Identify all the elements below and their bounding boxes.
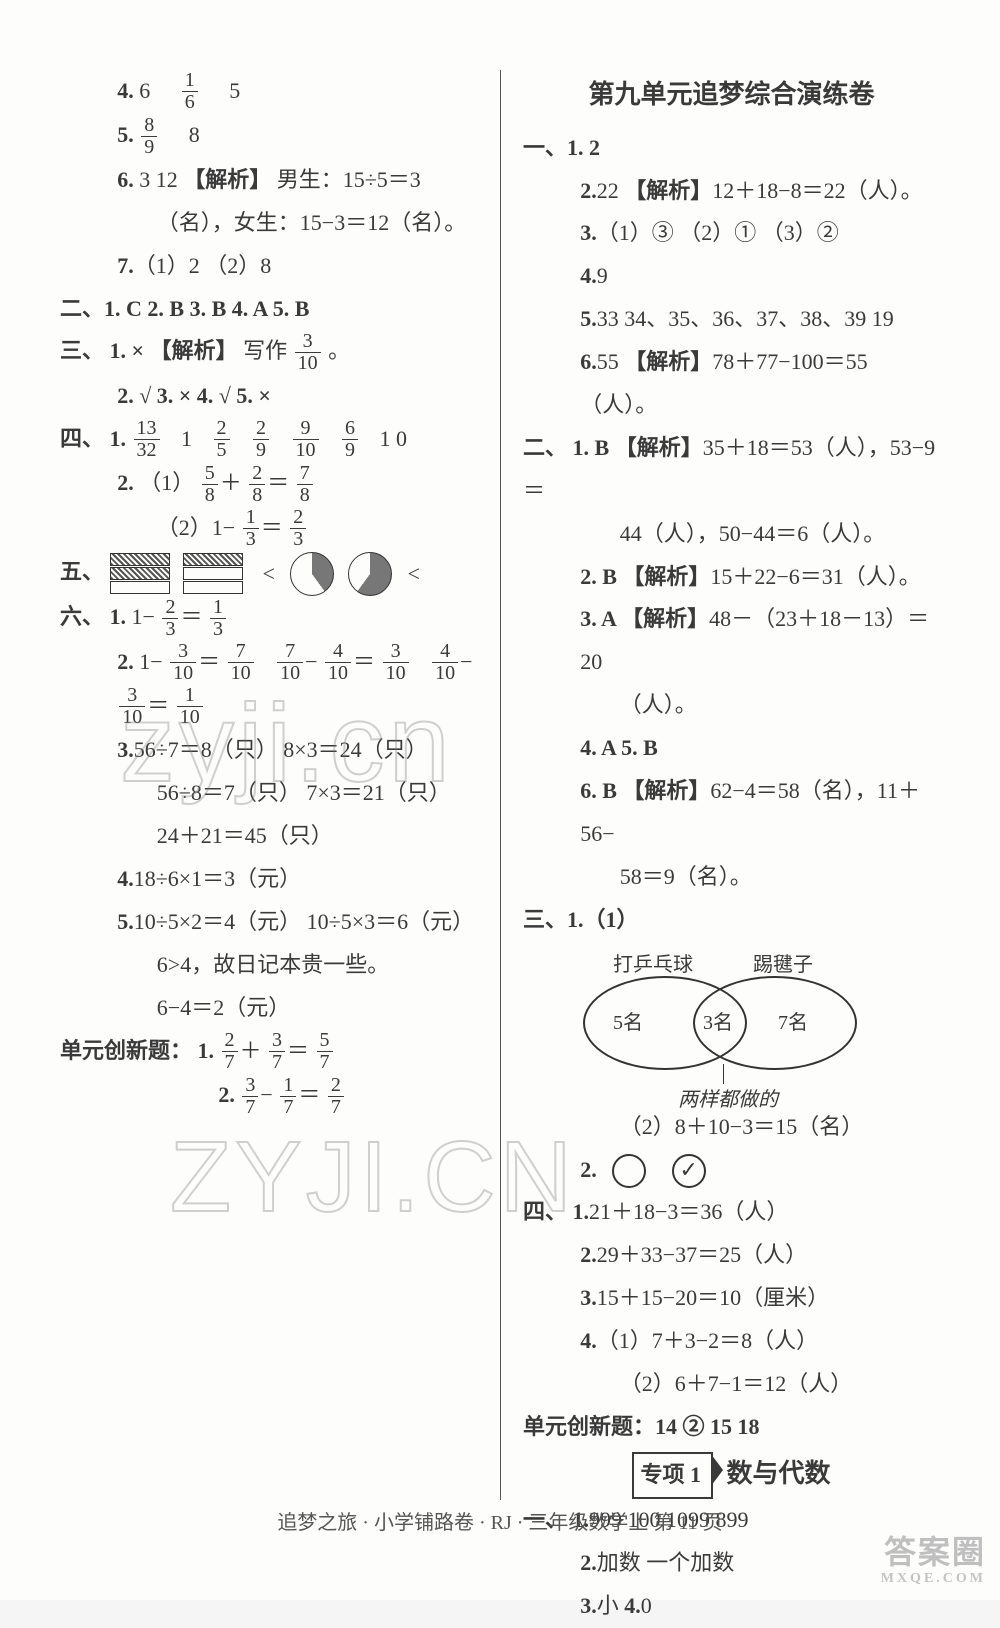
section-5: 五、 < < [60, 551, 478, 596]
line: 6>4，故日记本贵一些。 [60, 944, 478, 987]
line: 5.33 34、35、36、37、38、39 19 [523, 298, 940, 341]
section-3: 三、 1. × 【解析】 写作 310 。 [60, 330, 478, 374]
section-badge: 专项 1 [632, 1452, 713, 1499]
venn-diagram: 打乒乓球 踢毽子 5名 3名 7名 两样都做的 [583, 946, 883, 1096]
unit-title: 第九单元追梦综合演练卷 [523, 70, 940, 121]
line: 4.9 [523, 255, 940, 298]
line: 2. B 【解析】15＋22−6＝31（人）。 [523, 556, 940, 599]
line: 2.29＋33−37＝25（人） [523, 1234, 940, 1277]
line: 2.加数 一个加数 [523, 1542, 940, 1585]
venn-left-value: 5名 [613, 1004, 643, 1043]
line: 6.55 【解析】78＋77−100＝55（人）。 [523, 341, 940, 427]
line: （2）1− 13＝ 23 [60, 507, 478, 551]
badge-sub: MXQE.COM [881, 1571, 986, 1586]
line: 5.10÷5×2＝4（元） 10÷5×3＝6（元） [60, 901, 478, 944]
line: 3.小 4.0 [523, 1585, 940, 1628]
answer-page: 4. 6 16 5 5. 89 8 6. 3 12 【解析】 男生：15÷5＝3… [0, 0, 1000, 1600]
line: 6. 3 12 【解析】 男生：15÷5＝3 [60, 159, 478, 202]
line: 6−4＝2（元） [60, 987, 478, 1030]
line: 3. A 【解析】48－（23＋18－13）＝20 [523, 598, 940, 684]
line: 2.22 【解析】12＋18−8＝22（人）。 [523, 170, 940, 213]
unit-innovation: 单元创新题：14 ② 15 18 [523, 1406, 940, 1449]
line: 二、 1. B 【解析】35＋18＝53（人），53−9＝ [523, 427, 940, 513]
line: 2. （1） 58＋ 28＝ 78 [60, 462, 478, 506]
line: 7.（1）2 （2）8 [60, 245, 478, 288]
section-4: 四、 1. 1332 1 25 29 910 69 1 0 [60, 418, 478, 462]
line: 2. 1− 310＝ 710 710− 410＝ 310 410− 310＝ 1… [60, 641, 478, 730]
pie-icon [290, 552, 334, 596]
line: 2. ✓ [523, 1149, 940, 1192]
line: （名），女生：15−3＝12（名）。 [60, 202, 478, 245]
line: 5. 89 8 [60, 114, 478, 158]
shaded-bars-2 [183, 553, 243, 595]
shaded-bars-1 [110, 553, 170, 595]
special-section-header: 专项 1 数与代数 [523, 1449, 940, 1500]
two-columns: 4. 6 16 5 5. 89 8 6. 3 12 【解析】 男生：15÷5＝3… [60, 70, 940, 1500]
line: 三、1.（1） [523, 899, 940, 942]
line: 2. √ 3. × 4. √ 5. × [60, 375, 478, 418]
section-2: 二、1. C 2. B 3. B 4. A 5. B [60, 288, 478, 331]
left-column: 4. 6 16 5 5. 89 8 6. 3 12 【解析】 男生：15÷5＝3… [60, 70, 500, 1500]
line: 4.18÷6×1＝3（元） [60, 858, 478, 901]
line: 四、 1.21＋18−3＝36（人） [523, 1191, 940, 1234]
right-column: 第九单元追梦综合演练卷 一、1. 2 2.22 【解析】12＋18−8＝22（人… [500, 70, 940, 1500]
line: 58＝9（名）。 [523, 856, 940, 899]
line: 6. B 【解析】62−4＝58（名），11＋56− [523, 770, 940, 856]
line: 一、1. 2 [523, 127, 940, 170]
pie-icon [348, 552, 392, 596]
line: （人）。 [523, 684, 940, 727]
badge-main: 答案圈 [884, 1534, 986, 1570]
site-badge: 答案圈 MXQE.COM [881, 1535, 986, 1586]
line: 4. 6 16 5 [60, 70, 478, 114]
line: 24＋21＝45（只） [60, 815, 478, 858]
line: 4.（1）7＋3−2＝8（人） [523, 1320, 940, 1363]
line: 44（人），50−44＝6（人）。 [523, 513, 940, 556]
line: 56÷8＝7（只） 7×3＝21（只） [60, 772, 478, 815]
unit-innovation: 单元创新题： 1. 27＋ 37＝ 57 [60, 1030, 478, 1074]
section-6: 六、 1. 1− 23＝ 13 [60, 596, 478, 640]
venn-bottom-label: 两样都做的 [678, 1081, 778, 1120]
line: 4. A 5. B [523, 727, 940, 770]
line: 3.（1）③ （2）① （3）② [523, 212, 940, 255]
line: 3.56÷7＝8（只） 8×3＝24（只） [60, 729, 478, 772]
circle-check-icon: ✓ [672, 1154, 706, 1188]
line: 3.15＋15−20＝10（厘米） [523, 1277, 940, 1320]
venn-right-value: 7名 [778, 1004, 808, 1043]
line: 2. 37− 17＝ 27 [60, 1074, 478, 1118]
circle-empty-icon [612, 1154, 646, 1188]
line: （2）6＋7−1＝12（人） [523, 1363, 940, 1406]
venn-mid-value: 3名 [703, 1004, 733, 1043]
